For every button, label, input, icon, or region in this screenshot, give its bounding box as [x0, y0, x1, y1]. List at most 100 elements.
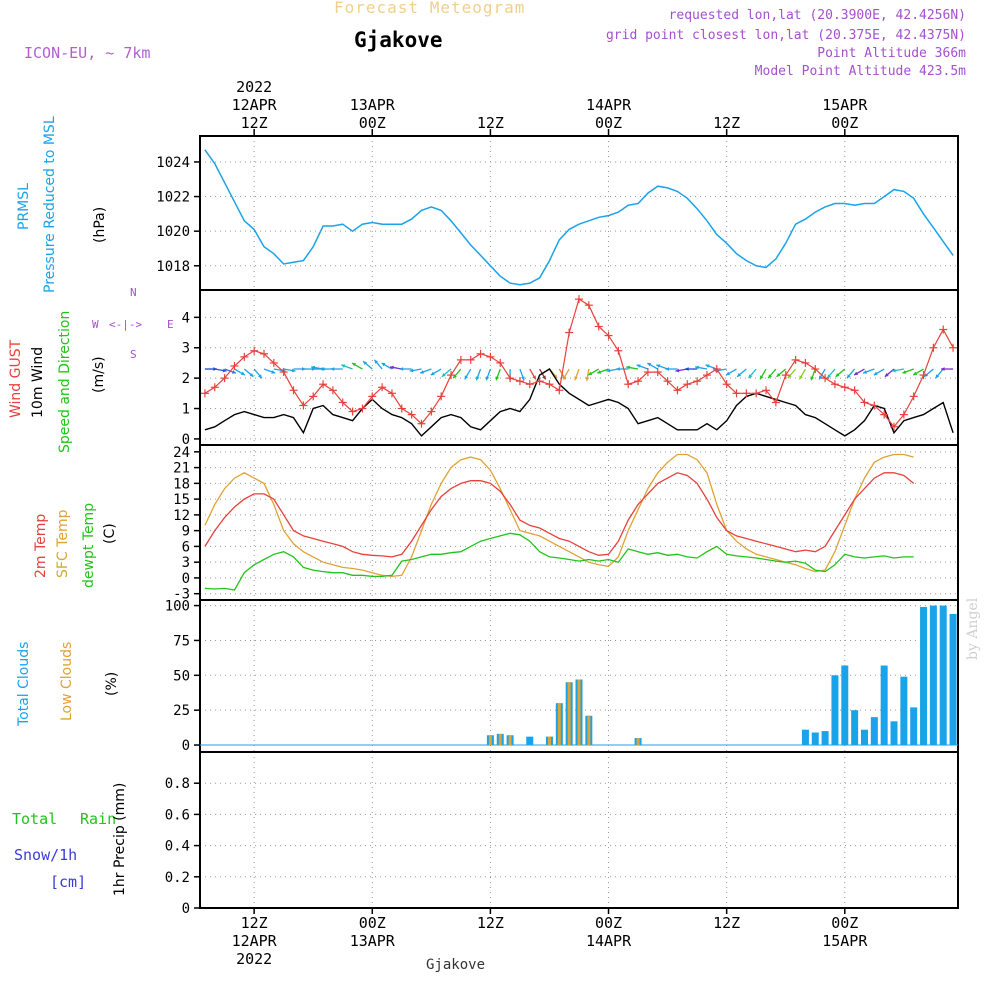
pressure-line	[204, 149, 954, 286]
wind-arrow-head	[656, 364, 661, 368]
total-cloud-bar	[801, 729, 809, 746]
y-tick-label: 0.6	[165, 807, 190, 823]
wind-arrow-head	[389, 365, 394, 370]
low-cloud-bar	[636, 738, 640, 746]
wind-arrow-head	[399, 367, 404, 371]
wind-arrow-head	[574, 376, 578, 381]
wind-arrow-head	[240, 371, 245, 376]
total-cloud-bar	[920, 606, 928, 746]
wind-arrow-head	[675, 368, 680, 373]
wind-arrow-head	[626, 365, 631, 370]
bottom-time-label: 00Z	[359, 914, 386, 932]
wind-arrow-head	[737, 373, 742, 377]
wind-arrow-head	[636, 364, 641, 368]
wind-arrow-head	[485, 376, 490, 381]
y-tick-label: 50	[173, 668, 190, 684]
top-time-label: 00Z	[595, 114, 622, 132]
wind-arrow-head	[553, 374, 558, 379]
wind-arrow-head	[685, 367, 689, 371]
top-time-label: 00Z	[831, 114, 858, 132]
panel-frame-temperature	[199, 444, 959, 601]
low-cloud-bar	[498, 733, 502, 746]
wind-arrow-head	[532, 375, 536, 380]
y-tick-label: 0.8	[165, 776, 190, 792]
y-tick-label: 75	[173, 633, 190, 649]
wind-arrow-head	[884, 373, 889, 377]
wind-arrow-head	[381, 363, 386, 367]
low-cloud-bar	[577, 679, 581, 746]
wind-arrow-head	[647, 363, 652, 367]
wind-arrow-head	[913, 371, 918, 376]
wind-arrow-head	[585, 377, 590, 381]
wind-arrow-head	[760, 375, 764, 380]
bottom-time-label: 2022	[236, 950, 272, 968]
wind-arrow-head	[873, 371, 878, 376]
y-tick-label: 2	[182, 371, 190, 387]
y-tick-label: 1022	[156, 190, 190, 206]
wind-arrow-head	[665, 367, 669, 371]
wind-arrow-head	[521, 376, 525, 381]
model-label: ICON-EU, ~ 7km	[24, 44, 151, 62]
low-cloud-bar	[488, 735, 492, 746]
sfc-temp-line	[204, 453, 914, 578]
compass-n: N	[130, 286, 137, 299]
y-tick-label: 6	[182, 539, 190, 555]
compass-e: E	[167, 318, 174, 331]
wind-arrow-head	[776, 373, 781, 377]
wind-arrow-head	[495, 376, 500, 381]
wind-arrow-head	[819, 375, 823, 380]
total-cloud-bar	[811, 732, 819, 746]
point-altitude: Point Altitude 366m	[817, 46, 966, 61]
bottom-time-label: 12Z	[713, 914, 740, 932]
top-time-label: 00Z	[359, 114, 386, 132]
y-tick-label: 1018	[156, 259, 190, 275]
wind-arrow-head	[892, 368, 896, 373]
total-cloud-bar	[831, 675, 839, 746]
wind-arrow-head	[846, 374, 851, 379]
wind-arrow-head	[748, 374, 753, 379]
bottom-time-label: 12Z	[477, 914, 504, 932]
total-cloud-bar	[821, 731, 829, 746]
top-time-label: 2022	[236, 78, 272, 96]
wind-arrow-head	[606, 368, 611, 373]
total-cloud-bar	[851, 710, 859, 746]
y-tick-label: 0.4	[165, 839, 190, 855]
chart-subtitle: Forecast Meteogram	[334, 0, 526, 17]
y-tick-label: 12	[173, 508, 190, 524]
wind-arrow-head	[258, 374, 262, 379]
wind-arrow-head	[863, 370, 868, 374]
compass-s: S	[130, 348, 137, 361]
wind-arrow-head	[320, 367, 325, 371]
wind-arrow-head	[363, 361, 368, 366]
bottom-time-label: 00Z	[831, 914, 858, 932]
bottom-time-label: 14APR	[586, 932, 632, 950]
total-cloud-bar	[890, 721, 898, 746]
wind-arrow-head	[542, 375, 546, 380]
total-cloud-bar	[880, 665, 888, 746]
total-cloud-bar	[870, 717, 878, 746]
y-tick-label: 1020	[156, 224, 190, 240]
wind-arrow-head	[616, 367, 620, 371]
total-cloud-bar	[860, 729, 868, 746]
wind-arrow-head	[705, 364, 710, 368]
wind-arrow-head	[409, 368, 414, 373]
top-time-label: 12Z	[241, 114, 268, 132]
grid-point-location: grid point closest lon,lat (20.375E, 42.…	[605, 28, 966, 43]
wind-arrow-head	[941, 367, 945, 371]
total-cloud-bar	[949, 613, 957, 746]
wind-arrow-head	[695, 365, 699, 370]
wind-arrow-head	[588, 371, 593, 376]
wind-arrow-head	[330, 367, 335, 371]
bottom-time-label: 13APR	[350, 932, 396, 950]
bottom-time-label: 15APR	[822, 932, 868, 950]
total-cloud-bar	[929, 605, 937, 746]
low-cloud-bar	[508, 735, 512, 746]
y-tick-label: 21	[173, 461, 190, 477]
rain-label-total: Total	[12, 810, 58, 828]
y-tick-label: 24	[173, 445, 190, 461]
requested-location: requested lon,lat (20.3900E, 42.4256N)	[668, 8, 966, 23]
compass-mid: <-|->	[109, 318, 143, 331]
y-tick-label: 25	[173, 703, 190, 719]
y-tick-label: 4	[182, 310, 190, 326]
